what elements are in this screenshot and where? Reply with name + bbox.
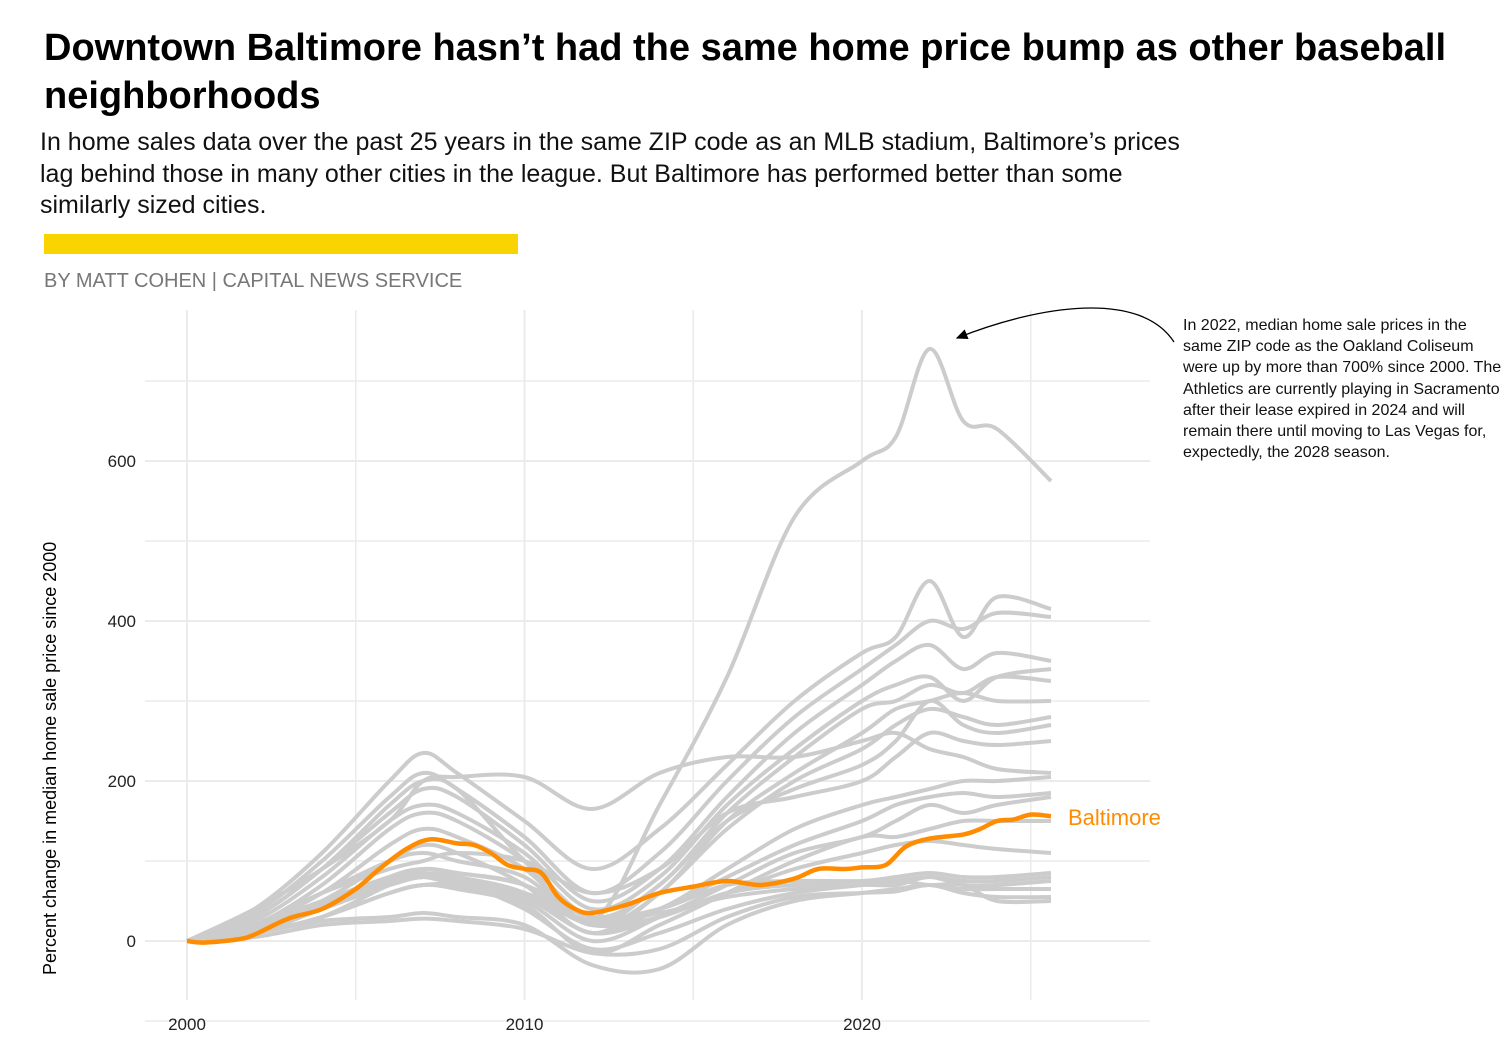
x-tick-label: 2020 (843, 1015, 881, 1034)
baltimore-line (186, 812, 1052, 945)
city-line (186, 579, 1052, 943)
city-line (186, 866, 1052, 943)
chart-subtitle: In home sales data over the past 25 year… (40, 128, 1180, 219)
y-tick-label: 200 (108, 772, 136, 791)
y-tick-label: 0 (127, 932, 136, 951)
city-line (186, 730, 1052, 943)
y-axis-label: Percent change in median home sale price… (40, 542, 60, 975)
baltimore-label: Baltimore (1068, 805, 1161, 830)
axis-ticks: 0 200 400 600 2000 2010 2020 (108, 452, 881, 1034)
chart-title: Downtown Baltimore hasn’t had the same h… (44, 27, 1447, 117)
y-tick-label: 400 (108, 612, 136, 631)
x-tick-label: 2010 (506, 1015, 544, 1034)
annotation-text: In 2022, median home sale prices in the … (1183, 317, 1502, 462)
city-line (186, 610, 1052, 943)
city-line (186, 698, 1052, 943)
city-line (186, 874, 1052, 952)
x-tick-label: 2000 (168, 1015, 206, 1034)
byline: BY MATT COHEN | CAPITAL NEWS SERVICE (44, 270, 463, 292)
y-tick-label: 600 (108, 452, 136, 471)
baltimore-series (186, 812, 1052, 945)
city-line (186, 875, 1052, 943)
city-line (186, 347, 1053, 943)
annotation-arrow (955, 307, 1175, 343)
accent-bar (44, 234, 518, 254)
city-line (186, 730, 1052, 943)
other-city-lines (186, 347, 1053, 975)
